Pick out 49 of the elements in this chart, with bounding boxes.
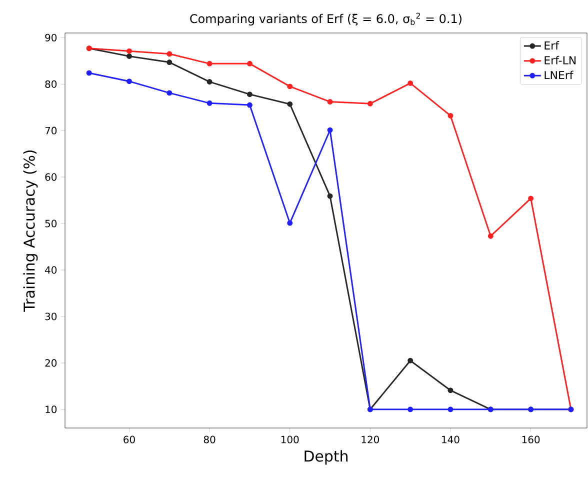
point (206, 100, 212, 106)
point (448, 112, 454, 118)
y-tick-label: 40 (45, 266, 57, 274)
point (126, 53, 132, 59)
point (408, 80, 414, 86)
point (166, 60, 172, 66)
y-axis-title: Training Accuracy (%) (23, 150, 38, 312)
point (408, 406, 414, 412)
point (246, 60, 252, 66)
x-tick-label: 100 (281, 436, 299, 444)
point (287, 220, 293, 226)
x-tick-label: 120 (362, 436, 380, 444)
y-tick-label: 50 (45, 220, 57, 228)
point (86, 70, 92, 76)
y-tick-label: 80 (45, 80, 57, 88)
point (126, 78, 132, 84)
y-tick-label: 60 (45, 173, 57, 181)
y-tick-label: 30 (45, 312, 57, 320)
point (166, 51, 172, 57)
point (287, 101, 293, 107)
point (246, 102, 252, 108)
point (327, 99, 333, 105)
point (126, 48, 132, 54)
y-tick-label: 70 (45, 126, 57, 134)
point (327, 127, 333, 133)
point (206, 60, 212, 66)
point (448, 406, 454, 412)
x-tick-label: 60 (124, 436, 135, 444)
point (246, 92, 252, 98)
point (367, 100, 373, 106)
chart-title: Comparing variants of Erf (ξ = 6.0, σ$_{b}$$^{2}$ = 0.1) (190, 12, 462, 26)
point (287, 84, 293, 90)
x-tick-label: 160 (522, 436, 540, 444)
legend-label: Erf-LN (544, 56, 576, 64)
x-tick-label: 80 (204, 436, 216, 444)
point (488, 233, 494, 239)
point (327, 193, 333, 199)
y-tick-label: 10 (46, 406, 57, 414)
point (408, 358, 414, 364)
legend-label: LNErf (544, 70, 574, 80)
point (448, 388, 454, 394)
point (528, 196, 534, 202)
x-tick-label: 140 (442, 436, 460, 444)
point (166, 90, 172, 96)
point (206, 79, 212, 85)
x-axis-title: Depth (304, 450, 348, 465)
y-tick-label: 90 (45, 34, 57, 42)
y-tick-label: 20 (45, 359, 57, 367)
legend-label: Erf (544, 41, 560, 50)
